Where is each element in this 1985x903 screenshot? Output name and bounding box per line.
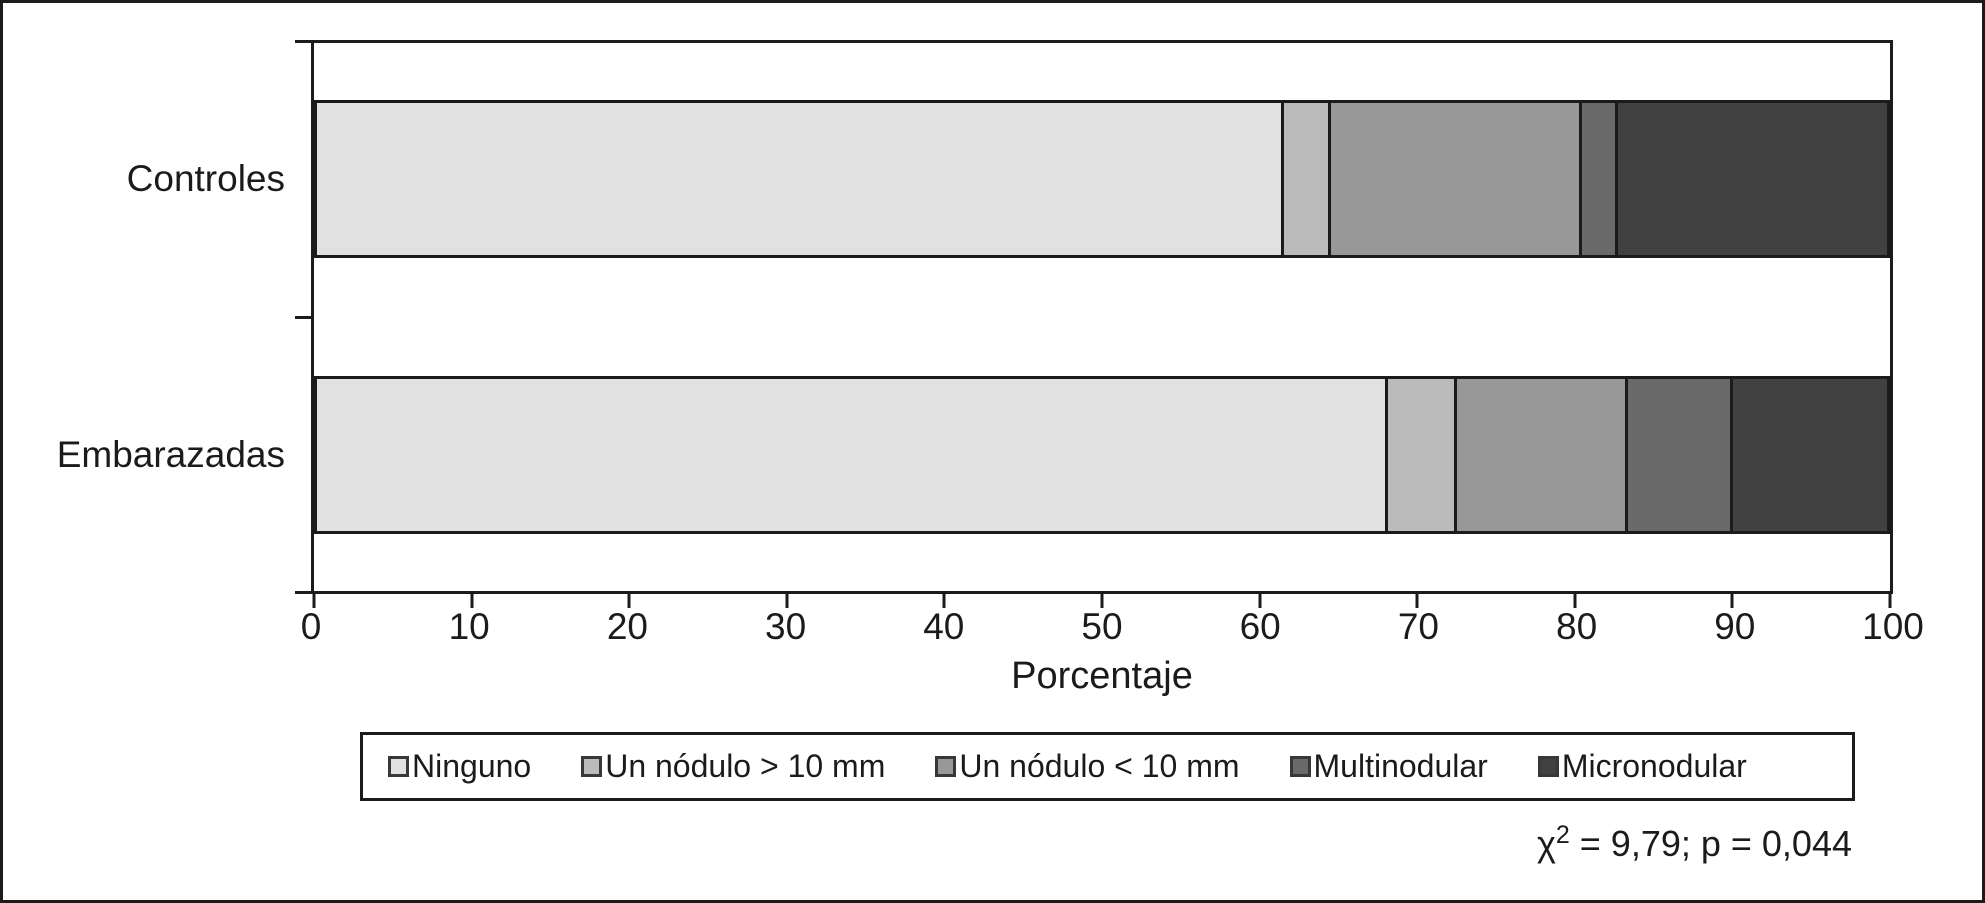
segment-controles-1	[317, 103, 1281, 255]
x-axis-tick-20	[627, 594, 631, 608]
x-axis-tick-label-70: 70	[1397, 606, 1439, 647]
legend-item-2: Un nódulo > 10 mm	[581, 748, 885, 785]
x-axis-tick-60	[1258, 594, 1262, 608]
x-axis-tick-label-80: 80	[1556, 606, 1598, 647]
legend-item-3: Un nódulo < 10 mm	[935, 748, 1240, 785]
x-axis-tick-label-0: 0	[300, 606, 322, 647]
x-axis-tick-70	[1415, 594, 1419, 608]
y-axis-tick	[295, 40, 311, 43]
x-axis-tick-50	[1100, 594, 1104, 608]
bar-controles	[314, 100, 1890, 258]
legend-label: Un nódulo < 10 mm	[959, 748, 1240, 784]
x-axis-tick-label-40: 40	[923, 606, 965, 647]
x-axis-tick-40	[942, 594, 946, 608]
segment-embarazadas-1	[317, 379, 1385, 531]
legend-item-1: Ninguno	[388, 748, 531, 785]
legend-box: Ninguno Un nódulo > 10 mm Un nódulo < 10 m…	[360, 732, 1855, 801]
annotation-text: = 9,79; p = 0,044	[1569, 823, 1852, 864]
chi-square-annotation: χ2 = 9,79; p = 0,044	[1537, 823, 1852, 865]
segment-controles-3	[1328, 103, 1580, 255]
legend-item-4: Multinodular	[1289, 748, 1488, 785]
segment-embarazadas-5	[1729, 379, 1887, 531]
segment-embarazadas-3	[1453, 379, 1625, 531]
segment-controles-4	[1579, 103, 1616, 255]
legend-swatch-icon	[388, 756, 409, 777]
bar-embarazadas	[314, 376, 1890, 534]
x-axis-tick-90	[1730, 594, 1734, 608]
x-axis-tick-100	[1888, 594, 1892, 608]
category-label-embarazadas: Embarazadas	[56, 434, 285, 475]
legend-swatch-icon	[1537, 756, 1559, 777]
x-axis-tick-label-100: 100	[1862, 606, 1924, 647]
x-axis-title: Porcentaje	[1011, 655, 1193, 697]
legend-swatch-icon	[1289, 756, 1311, 777]
y-axis-tick	[295, 316, 311, 319]
legend-label: Ninguno	[412, 748, 532, 784]
legend-label: Micronodular	[1561, 748, 1747, 784]
x-axis-tick-label-30: 30	[765, 606, 807, 647]
x-axis-tick-0	[312, 594, 316, 608]
x-axis-tick-label-10: 10	[448, 606, 490, 647]
x-axis-tick-label-90: 90	[1714, 606, 1756, 647]
x-axis-tick-label-60: 60	[1239, 606, 1281, 647]
segment-embarazadas-4	[1624, 379, 1730, 531]
x-axis-tick-30	[785, 594, 789, 608]
legend-item-5: Micronodular	[1537, 748, 1747, 785]
category-label-controles: Controles	[126, 158, 285, 199]
y-axis-tick	[295, 591, 311, 594]
x-axis-tick-labels: 0 10 20 30 40 50 60 70 80 90 100	[301, 606, 1924, 651]
legend-swatch-icon	[935, 756, 957, 777]
chi-exponent: 2	[1555, 821, 1570, 849]
x-axis-tick-label-20: 20	[606, 606, 648, 647]
segment-controles-2	[1280, 103, 1329, 255]
x-axis-tick-10	[470, 594, 474, 608]
legend-label: Un nódulo > 10 mm	[605, 748, 886, 784]
category-labels: Controles Embarazadas	[3, 3, 285, 900]
legend-label: Multinodular	[1313, 748, 1488, 784]
plot-area	[295, 40, 1893, 608]
segment-controles-5	[1615, 103, 1887, 255]
legend-swatch-icon	[581, 756, 603, 777]
x-axis-tick-label-50: 50	[1081, 606, 1123, 647]
segment-embarazadas-2	[1384, 379, 1454, 531]
chi-symbol: χ	[1536, 823, 1556, 864]
x-axis-tick-80	[1573, 594, 1577, 608]
